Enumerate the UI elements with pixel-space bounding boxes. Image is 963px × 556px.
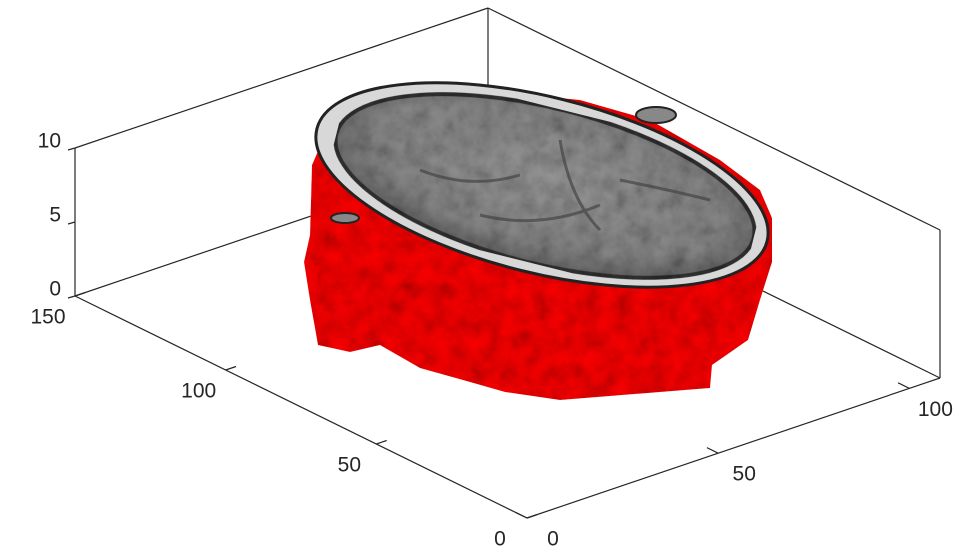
x-tick-mark [897, 382, 910, 389]
y-tick-label: 150 [30, 306, 65, 329]
y-axis-line [74, 295, 528, 519]
slice-image [333, 92, 757, 280]
surface-blob [330, 212, 360, 224]
y-tick-mark [526, 513, 538, 519]
box-edge [74, 7, 489, 149]
z-tick-mark [67, 221, 76, 225]
box-edge [487, 7, 941, 231]
isosurface [304, 81, 772, 400]
y-tick-mark [225, 365, 237, 371]
y-tick-mark [376, 439, 387, 445]
z-tick-label: 0 [49, 278, 61, 301]
x-tick-mark [515, 511, 528, 519]
slice-detail [419, 139, 711, 232]
z-tick-label: 10 [38, 130, 61, 153]
y-tick-label: 50 [338, 454, 361, 477]
x-axis-line [526, 377, 941, 519]
x-tick-label: 100 [918, 398, 953, 421]
surface-blob [635, 106, 677, 124]
x-tick-label: 50 [733, 463, 756, 486]
y-tick-label: 100 [181, 380, 216, 403]
x-tick-label: 0 [547, 528, 559, 551]
z-tick-mark [67, 147, 76, 151]
y-tick-mark [74, 291, 86, 297]
z-tick-label: 5 [49, 204, 61, 227]
y-tick-label: 0 [494, 528, 506, 551]
z-tick-mark [67, 295, 76, 299]
x-tick-mark [706, 447, 719, 454]
